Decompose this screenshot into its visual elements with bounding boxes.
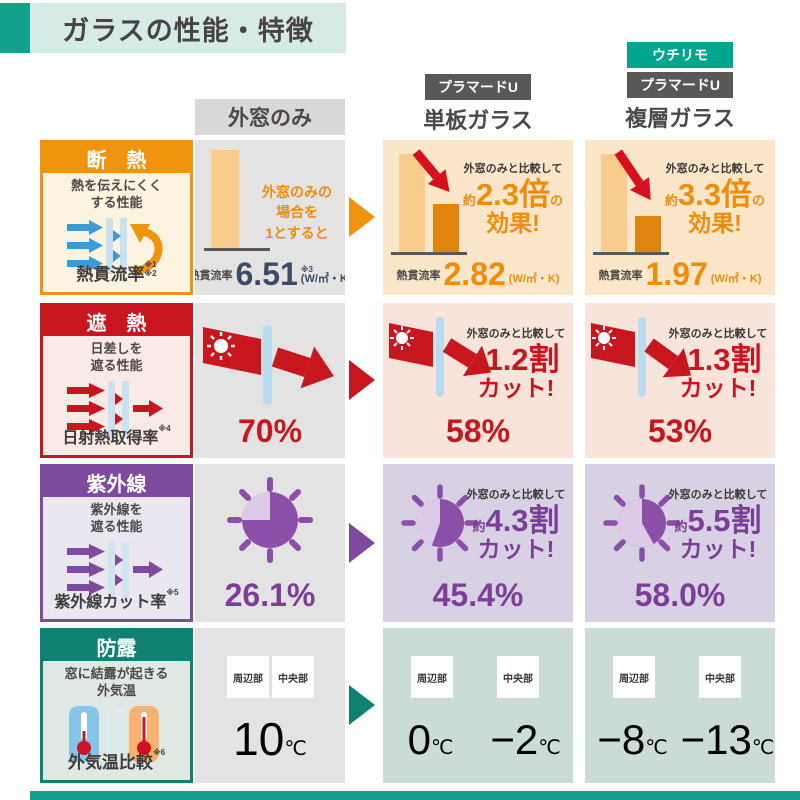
improved-bar [433, 204, 459, 252]
uv-pie-sun-icon [401, 484, 479, 562]
red-down-arrow-icon [614, 149, 651, 201]
insulation-row-title: 断 熱 [43, 143, 190, 173]
bar-axis [391, 252, 467, 255]
uv-label-card: 紫外線 紫外線を 遮る性能 紫外線カット率※5 [40, 464, 193, 622]
condensation-label-card: 防露 窓に結露が起きる 外気温 外気温比較※6 [40, 628, 193, 783]
heat-shield-double-value: 53% [647, 413, 713, 449]
column-header-baseline: 外窓のみ [195, 99, 345, 135]
uv-single-effect: 外窓のみと比較して 約4.3割 カット! [466, 489, 566, 562]
condensation-double-edge-value: −8℃ [597, 716, 668, 763]
bar-axis [593, 252, 669, 255]
sun-arrow-icon [203, 325, 334, 405]
insulation-description: 熱を伝えにくく する性能 [71, 178, 162, 210]
insulation-single-cell: 外窓のみと比較して 約2.3倍の 効果! 熱貫流率 2.82 (W/㎡・K) [383, 140, 573, 295]
uv-baseline-value: 26.1% [224, 577, 316, 613]
heat-shield-metric-label: 日射熱取得率※4 [62, 424, 171, 447]
heat-shield-single-value: 58% [445, 413, 511, 449]
tag-center: 中央部 [699, 656, 741, 698]
heat-shield-single-effect: 外窓のみと比較して 約1.2割 カット! [466, 328, 566, 401]
uv-pie-sun-icon [227, 477, 313, 563]
heat-shield-baseline-cell: 70% [195, 303, 345, 458]
heat-shield-label-card: 遮 熱 日差しを 遮る性能 日射熱取得率※4 [40, 303, 193, 458]
flow-arrow-icon [349, 197, 375, 237]
flow-arrow-icon [349, 685, 375, 725]
uv-baseline-cell: 26.1% [195, 464, 345, 622]
insulation-baseline-value: 熱貫流率 6.51 ※3(W/㎡・K) [195, 255, 345, 292]
uv-description: 紫外線を 遮る性能 [90, 502, 143, 534]
heat-shield-double-effect: 外窓のみと比較して 約1.3割 カット! [668, 328, 768, 401]
tag-edge: 周辺部 [411, 656, 453, 698]
uv-pie-sun-icon [603, 484, 681, 562]
column-header-single: プラマードU 単板ガラス [383, 74, 573, 135]
condensation-row-title: 防露 [43, 631, 190, 661]
condensation-icon [43, 705, 190, 763]
tag-edge: 周辺部 [613, 656, 655, 698]
baseline-bar [399, 154, 425, 252]
uv-metric-label: 紫外線カット率※5 [54, 588, 179, 611]
column-header-double: ウチリモ プラマードU 複層ガラス [585, 42, 775, 133]
product-badge: プラマードU [425, 74, 531, 100]
flow-arrow-icon [349, 360, 375, 400]
title-accent-square [0, 3, 30, 53]
page-title: ガラスの性能・特徴 [30, 3, 346, 53]
sun-arrow-cut-icon [389, 317, 492, 397]
condensation-single-center-value: −2℃ [490, 716, 561, 763]
insulation-double-cell: 外窓のみと比較して 約3.3倍の 効果! 熱貫流率 1.97 (W/㎡・K) [585, 140, 775, 295]
uv-double-cell: 外窓のみと比較して 約5.5割 カット! 58.0% [585, 464, 775, 622]
uv-double-effect: 外窓のみと比較して 約5.5割 カット! [668, 489, 768, 562]
condensation-double-center-value: −13℃ [680, 716, 775, 763]
tag-center: 中央部 [272, 656, 314, 698]
uv-single-cell: 外窓のみと比較して 約4.3割 カット! 45.4% [383, 464, 573, 622]
insulation-double-value: 熱貫流率 1.97 (W/㎡・K) [598, 255, 762, 292]
baseline-note: 外窓のみの 場合を 1とすると [262, 184, 332, 241]
glass-type-label: 単板ガラス [423, 108, 533, 133]
uv-row-title: 紫外線 [43, 467, 190, 497]
tag-edge: 周辺部 [227, 656, 269, 698]
brand-badge: ウチリモ [627, 42, 733, 68]
bar-axis [204, 248, 270, 251]
heat-shield-description: 日差しを 遮る性能 [90, 341, 143, 373]
improved-bar [635, 216, 661, 252]
insulation-double-effect: 外窓のみと比較して 約3.3倍の 効果! [664, 163, 766, 236]
heat-shield-icon [43, 380, 190, 438]
uv-single-value: 45.4% [432, 577, 524, 613]
condensation-single-edge-value: 0℃ [407, 716, 454, 763]
red-down-arrow-icon [412, 149, 450, 192]
flow-arrow-icon [349, 523, 375, 563]
baseline-bar [601, 154, 627, 252]
baseline-bar [211, 150, 239, 248]
glass-type-label: 複層ガラス [625, 106, 735, 131]
tag-center: 中央部 [497, 656, 539, 698]
product-badge: プラマードU [627, 72, 733, 98]
heat-shield-single-cell: 外窓のみと比較して 約1.2割 カット! 58% [383, 303, 573, 458]
condensation-baseline-cell: 周辺部 中央部 10℃ [195, 628, 345, 783]
heat-shield-double-cell: 外窓のみと比較して 約1.3割 カット! 53% [585, 303, 775, 458]
condensation-metric-label: 外気温比較※6 [67, 748, 166, 772]
condensation-single-cell: 周辺部 中央部 0℃ −2℃ [383, 628, 573, 783]
sun-arrow-cut-icon [591, 317, 692, 397]
heat-shield-baseline-value: 70% [237, 413, 303, 449]
condensation-double-cell: 周辺部 中央部 −8℃ −13℃ [585, 628, 775, 783]
condensation-description: 窓に結露が起きる 外気温 [64, 666, 169, 698]
condensation-baseline-value: 10℃ [233, 713, 307, 765]
insulation-icon [43, 217, 190, 275]
insulation-single-effect: 外窓のみと比較して 約2.3倍の 効果! [462, 163, 564, 236]
uv-icon [43, 541, 190, 599]
insulation-label-card: 断 熱 熱を伝えにくく する性能 熱貫流率※1 ※2 [40, 140, 193, 295]
uv-double-value: 58.0% [634, 577, 726, 613]
bottom-section-strip [30, 791, 800, 800]
insulation-single-value: 熱貫流率 2.82 (W/㎡・K) [396, 255, 560, 292]
insulation-metric-label: 熱貫流率※1 ※2 [76, 260, 157, 284]
heat-shield-row-title: 遮 熱 [43, 306, 190, 336]
